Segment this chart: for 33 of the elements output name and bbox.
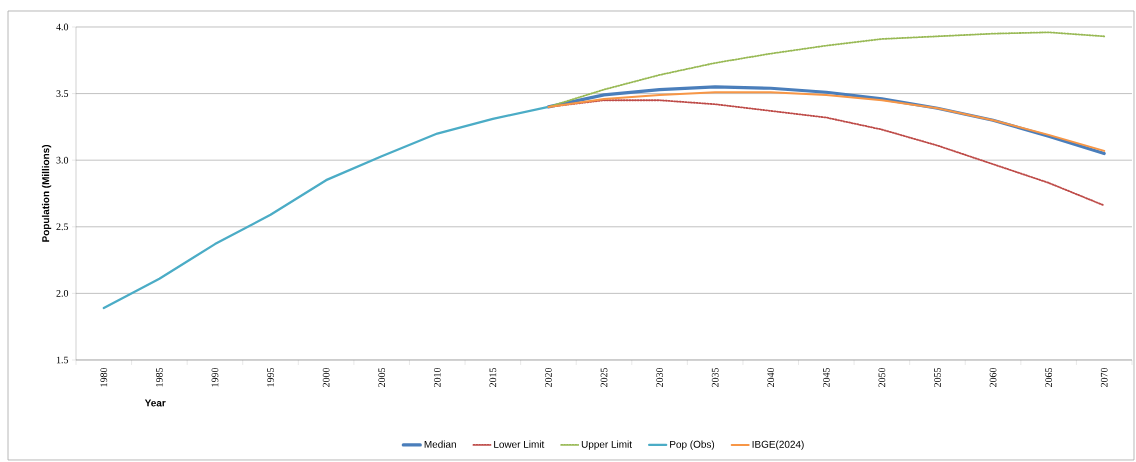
x-tick-label: 2070 <box>1100 367 1108 387</box>
x-tick-label: 1995 <box>267 367 274 387</box>
legend-label: Lower Limit <box>494 440 545 448</box>
legend-label: Pop (Obs) <box>670 440 715 450</box>
x-axis-title: Year <box>144 399 166 407</box>
x-tick-label: 2045 <box>822 367 830 387</box>
x-tick-label: 1980 <box>100 367 108 387</box>
x-tick-label: 2005 <box>378 367 386 387</box>
legend-label: Median <box>424 440 456 448</box>
line-series <box>102 105 550 310</box>
x-tick-label: 2050 <box>878 367 886 387</box>
y-tick-label: 4.0 <box>56 23 69 31</box>
x-tick-label: 2030 <box>656 367 663 387</box>
x-tick-label: 2025 <box>600 367 608 387</box>
y-tick-label: 1.5 <box>56 356 69 364</box>
x-tick-label: 1990 <box>211 367 219 387</box>
x-tick-label: 2020 <box>545 367 552 387</box>
x-tick-label: 2000 <box>322 367 330 387</box>
x-tick-label: 2035 <box>711 367 719 387</box>
x-tick-label: 2055 <box>934 367 941 387</box>
x-tick-label: 2010 <box>433 367 441 387</box>
y-tick-label: 3.0 <box>56 156 69 164</box>
x-tick-label: 2015 <box>489 367 497 387</box>
x-tick-label: 1985 <box>156 367 163 387</box>
y-tick-label: 2.5 <box>56 223 69 231</box>
y-tick-label: 3.5 <box>56 90 69 97</box>
y-tick-label: 2.0 <box>56 290 69 297</box>
x-tick-label: 2040 <box>767 367 775 387</box>
legend-label: IBGE(2024) <box>752 440 804 450</box>
legend-label: Upper Limit <box>581 440 632 450</box>
x-tick-label: 2065 <box>1045 367 1052 387</box>
y-axis-title: Population (Millions) <box>41 144 52 242</box>
x-tick-label: 2060 <box>989 367 997 387</box>
